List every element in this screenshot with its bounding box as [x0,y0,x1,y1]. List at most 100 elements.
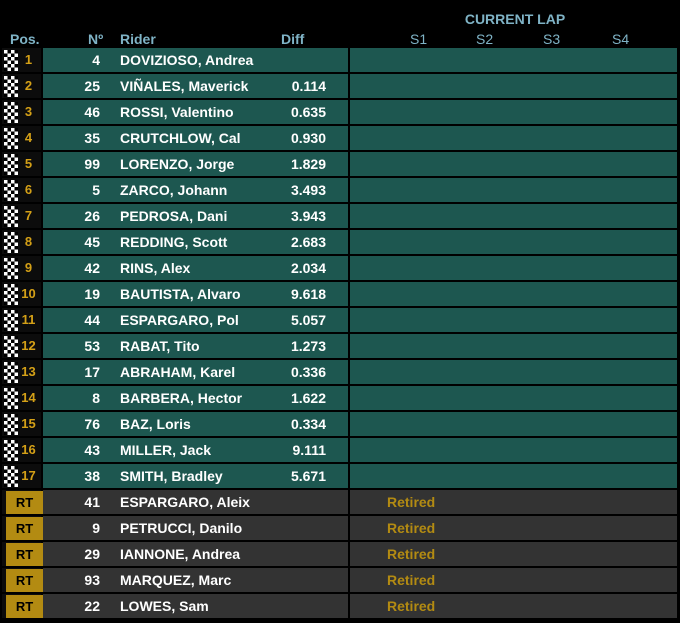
checkered-flag-icon [4,232,18,253]
rider-number: 26 [84,208,100,224]
position-number: 13 [21,364,36,379]
rider-number: 25 [84,78,100,94]
retired-badge: RT [6,569,43,592]
position-cell: 2 [2,74,41,98]
position-cell: 8 [2,230,41,254]
diff-value: 2.034 [290,260,326,276]
rider-info-cell [43,386,348,410]
checkered-flag-icon [4,310,18,331]
table-row[interactable]: RT 9 PETRUCCI, Danilo Retired [0,516,680,541]
position-cell: 16 [2,438,41,462]
rider-name: ABRAHAM, Karel [120,364,236,380]
table-row[interactable]: 1 4 DOVIZIOSO, Andrea [0,48,680,73]
column-header-s2: S2 [476,31,494,47]
rider-number: 19 [84,286,100,302]
status-text: Retired [387,546,436,562]
rider-info-cell [43,594,348,618]
checkered-flag-icon [4,440,18,461]
rider-info-cell [43,48,348,72]
diff-value: 9.618 [290,286,326,302]
diff-value: 0.336 [290,364,326,380]
table-row[interactable]: 17 38 SMITH, Bradley 5.671 [0,464,680,489]
table-row[interactable]: 11 44 ESPARGARO, Pol 5.057 [0,308,680,333]
rider-number: 35 [84,130,100,146]
current-lap-cell [350,74,677,98]
table-row[interactable]: 12 53 RABAT, Tito 1.273 [0,334,680,359]
checkered-flag-icon [4,76,18,97]
current-lap-cell [350,256,677,280]
column-header-rider: Rider [120,31,156,47]
rider-number: 46 [84,104,100,120]
current-lap-cell [350,516,677,540]
rider-name: ZARCO, Johann [120,182,228,198]
table-row[interactable]: 9 42 RINS, Alex 2.034 [0,256,680,281]
rider-name: VIÑALES, Maverick [120,78,249,94]
rider-info-cell [43,542,348,566]
position-cell: RT [2,516,43,540]
diff-value: 1.273 [290,338,326,354]
rider-info-cell [43,100,348,124]
column-header-pos: Pos. [10,31,40,47]
current-lap-cell [350,100,677,124]
checkered-flag-icon [4,128,18,149]
rider-name: LORENZO, Jorge [120,156,235,172]
table-row[interactable]: 14 8 BARBERA, Hector 1.622 [0,386,680,411]
rider-name: DOVIZIOSO, Andrea [120,52,254,68]
table-row[interactable]: RT 93 MARQUEZ, Marc Retired [0,568,680,593]
diff-value: 3.493 [290,182,326,198]
table-row[interactable]: 15 76 BAZ, Loris 0.334 [0,412,680,437]
position-number: 6 [24,182,33,197]
table-row[interactable]: 5 99 LORENZO, Jorge 1.829 [0,152,680,177]
rider-number: 8 [92,390,100,406]
rider-name: REDDING, Scott [120,234,228,250]
table-row[interactable]: 8 45 REDDING, Scott 2.683 [0,230,680,255]
current-lap-cell [350,568,677,592]
rider-name: MARQUEZ, Marc [120,572,232,588]
table-row[interactable]: 2 25 VIÑALES, Maverick 0.114 [0,74,680,99]
status-text: Retired [387,598,436,614]
rider-info-cell [43,230,348,254]
rider-number: 45 [84,234,100,250]
position-number: 16 [21,442,36,457]
position-number: 8 [24,234,33,249]
current-lap-cell [350,490,677,514]
column-header-s1: S1 [410,31,428,47]
rider-number: 5 [92,182,100,198]
table-row[interactable]: 16 43 MILLER, Jack 9.111 [0,438,680,463]
diff-value: 0.334 [290,416,326,432]
table-row[interactable]: 4 35 CRUTCHLOW, Cal 0.930 [0,126,680,151]
current-lap-cell [350,360,677,384]
table-row[interactable]: 13 17 ABRAHAM, Karel 0.336 [0,360,680,385]
current-lap-cell [350,386,677,410]
table-row[interactable]: 10 19 BAUTISTA, Alvaro 9.618 [0,282,680,307]
rider-info-cell [43,308,348,332]
rider-name: RINS, Alex [120,260,191,276]
rider-info-cell [43,516,348,540]
table-row[interactable]: 3 46 ROSSI, Valentino 0.635 [0,100,680,125]
position-number: 11 [21,312,36,327]
table-row[interactable]: RT 22 LOWES, Sam Retired [0,594,680,619]
rider-info-cell [43,74,348,98]
rider-number: 99 [84,156,100,172]
current-lap-cell [350,438,677,462]
position-cell: 1 [2,48,41,72]
rider-name: LOWES, Sam [120,598,209,614]
rider-number: 42 [84,260,100,276]
position-cell: 3 [2,100,41,124]
rider-number: 44 [84,312,100,328]
rider-name: CRUTCHLOW, Cal [120,130,241,146]
diff-value: 3.943 [290,208,326,224]
diff-value: 1.622 [290,390,326,406]
table-row[interactable]: RT 41 ESPARGARO, Aleix Retired [0,490,680,515]
checkered-flag-icon [4,414,18,435]
rider-info-cell [43,360,348,384]
position-cell: 13 [2,360,41,384]
current-lap-cell [350,308,677,332]
checkered-flag-icon [4,388,18,409]
diff-value: 9.111 [292,442,327,458]
table-row[interactable]: 6 5 ZARCO, Johann 3.493 [0,178,680,203]
table-row[interactable]: 7 26 PEDROSA, Dani 3.943 [0,204,680,229]
table-row[interactable]: RT 29 IANNONE, Andrea Retired [0,542,680,567]
position-cell: 15 [2,412,41,436]
diff-value: 5.057 [290,312,326,328]
